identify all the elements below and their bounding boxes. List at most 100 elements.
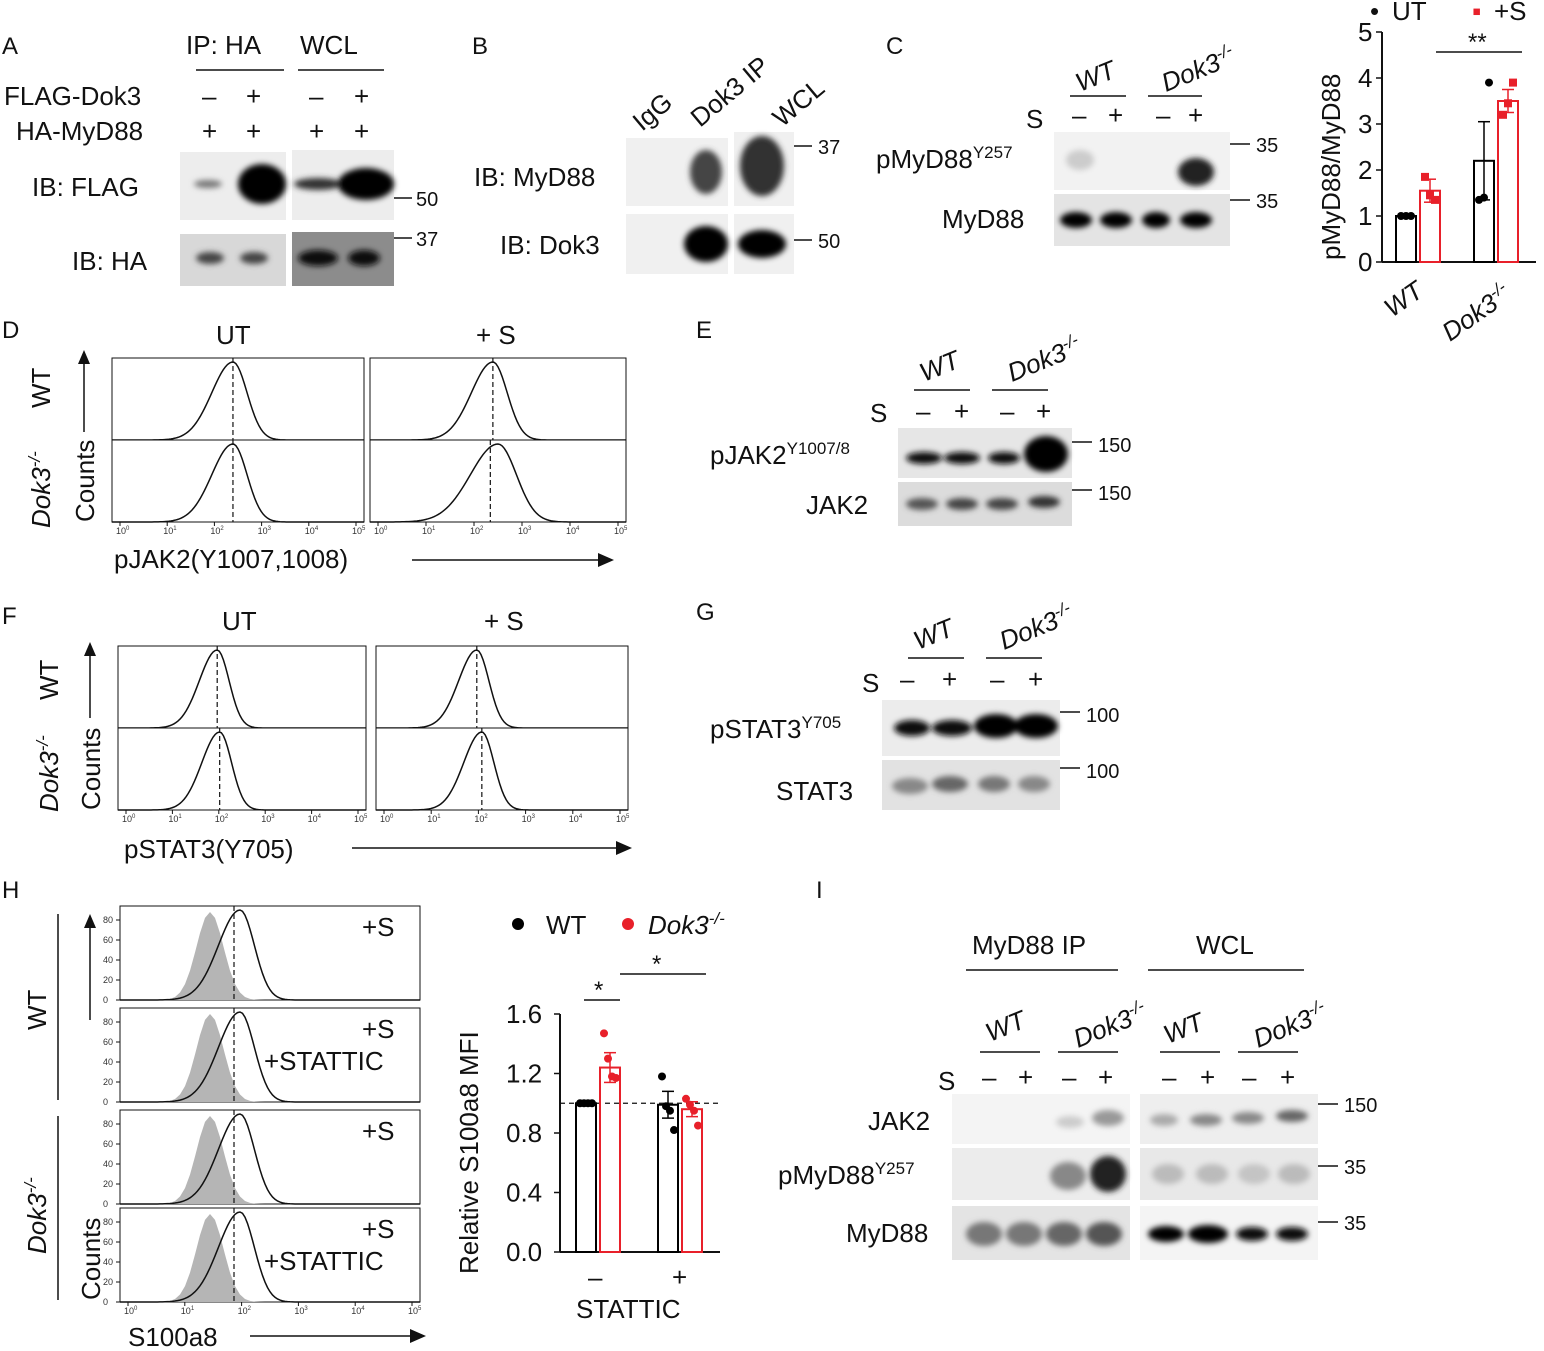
- panel-label-g: G: [696, 599, 715, 626]
- mw-marker: 35: [1256, 135, 1278, 157]
- row-label-pmyd88: pMyD88Y257: [778, 1159, 915, 1190]
- histogram-condition-label: +S: [362, 1014, 395, 1044]
- col-title-ut: UT: [222, 606, 257, 636]
- band: [1236, 1227, 1268, 1241]
- data-point: [686, 1100, 694, 1109]
- bar: [1395, 215, 1417, 263]
- band: [944, 452, 980, 464]
- mw-marker: 35: [1344, 1157, 1366, 1179]
- col-title-s: + S: [484, 606, 524, 636]
- band: [1148, 1226, 1184, 1242]
- y-tick-label: 40: [103, 955, 113, 965]
- data-point: [1509, 78, 1517, 87]
- band: [1090, 1156, 1126, 1192]
- histogram-curve: [112, 443, 364, 523]
- sign: –: [982, 1062, 997, 1092]
- legend-ut-label: UT: [1392, 0, 1427, 26]
- bar: [575, 1102, 597, 1253]
- x-tick-label: 105: [354, 814, 368, 824]
- chart-c: • UT ▪ +S pMyD88/MyD88 WT Dok3-/- 0 1 2 3 4 5…: [1316, 0, 1536, 347]
- band: [1028, 496, 1060, 508]
- ib-ha-label: IB: HA: [72, 246, 148, 276]
- blot-a-ha-ip: [180, 234, 286, 286]
- band: [1050, 1162, 1086, 1190]
- band: [1190, 1114, 1222, 1126]
- panel-i: MyD88 IP WCL WT Dok3-/- WT Dok3-/- S – +…: [778, 930, 1377, 1260]
- band: [974, 714, 1018, 738]
- x-tick-label: 101: [181, 1306, 195, 1316]
- row-label-dok3: Dok3-/-: [33, 735, 64, 812]
- histogram-curve: [120, 1011, 420, 1103]
- data-point: [1485, 78, 1493, 87]
- chart-c-xcat-dok3: Dok3-/-: [1436, 277, 1517, 347]
- y-tick-label: 60: [103, 1139, 113, 1149]
- group-label-wt: WT: [1159, 1006, 1210, 1050]
- group-label-wt: WT: [981, 1004, 1032, 1048]
- y-axis-label: Counts: [76, 1218, 106, 1300]
- bar: [681, 1108, 703, 1253]
- data-point: [1480, 193, 1488, 202]
- y-tick-label: 40: [103, 1057, 113, 1067]
- sign: +: [1280, 1062, 1295, 1092]
- data-point: [690, 1106, 698, 1115]
- histogram-curve: [118, 731, 366, 811]
- y-tick-label: 40: [103, 1159, 113, 1169]
- data-point: [666, 1106, 674, 1115]
- band: [894, 720, 930, 736]
- data-point: [682, 1094, 690, 1103]
- s-label: S: [870, 398, 887, 428]
- x-tick-label: 102: [215, 814, 229, 824]
- y-tick-label: 80: [103, 915, 113, 925]
- y-tick-label: 0: [103, 1097, 108, 1107]
- histogram-curve: [370, 443, 626, 523]
- panel-label-e: E: [696, 317, 712, 344]
- data-point: [694, 1121, 702, 1130]
- panel-d: UT + S WT Dok3-/- Counts pJAK2(Y1007,100…: [25, 320, 628, 574]
- row-label-jak2: JAK2: [806, 490, 868, 520]
- x-axis-label: pJAK2(Y1007,1008): [114, 544, 348, 574]
- panel-label-b: B: [472, 33, 488, 60]
- x-tick-label: 105: [616, 814, 630, 824]
- panel-label-i: I: [816, 877, 823, 904]
- band: [1018, 776, 1050, 792]
- sign: +: [954, 396, 969, 426]
- ib-flag-label: IB: FLAG: [32, 172, 139, 202]
- legend-s-label: +S: [1494, 0, 1527, 26]
- mw-marker: 150: [1098, 483, 1131, 505]
- band: [196, 252, 224, 264]
- sign: +: [354, 116, 369, 146]
- legend-wt-label: WT: [546, 910, 587, 940]
- histogram-condition-label: +S: [362, 1116, 395, 1146]
- y-tick-label: 60: [103, 935, 113, 945]
- x-tick-label: 101: [422, 526, 436, 536]
- x-tick-label: 103: [258, 526, 272, 536]
- x-tick-label: 101: [163, 526, 177, 536]
- sign: –: [202, 81, 217, 111]
- x-tick-label: 104: [351, 1306, 365, 1316]
- row-label-stat3: STAT3: [776, 776, 853, 806]
- x-tick-label: 104: [569, 814, 583, 824]
- band: [946, 498, 978, 510]
- row-label-pstat3: pSTAT3Y705: [710, 713, 841, 744]
- y-tick-label: 0.0: [506, 1237, 542, 1267]
- histogram-condition-label: +STATTIC: [264, 1246, 384, 1276]
- isotype-fill: [120, 912, 420, 1000]
- data-point: [1407, 212, 1415, 220]
- x-tick-label: 102: [470, 526, 484, 536]
- histogram-condition-label: +STATTIC: [264, 1046, 384, 1076]
- x-axis-label: S100a8: [128, 1322, 218, 1351]
- data-point: [1499, 110, 1507, 119]
- y-tick-label: 20: [103, 975, 113, 985]
- ip-header: IP: HA: [186, 30, 262, 60]
- panel-b: IgG Dok3 IP WCL IB: MyD88 IB: Dok3 37 50: [474, 50, 840, 274]
- band: [338, 168, 394, 200]
- y-tick-label: 1.6: [506, 999, 542, 1029]
- header-myd88-ip: MyD88 IP: [972, 930, 1086, 960]
- panel-g: WT Dok3-/- S – + – + pSTAT3Y705 STAT3 10…: [710, 598, 1119, 810]
- band: [986, 498, 1018, 510]
- sign: +: [1188, 100, 1203, 130]
- bar: [1497, 100, 1519, 263]
- y-tick-label: 2: [1358, 155, 1372, 185]
- histogram-frame: [375, 727, 629, 811]
- y-tick-label: 20: [103, 1277, 113, 1287]
